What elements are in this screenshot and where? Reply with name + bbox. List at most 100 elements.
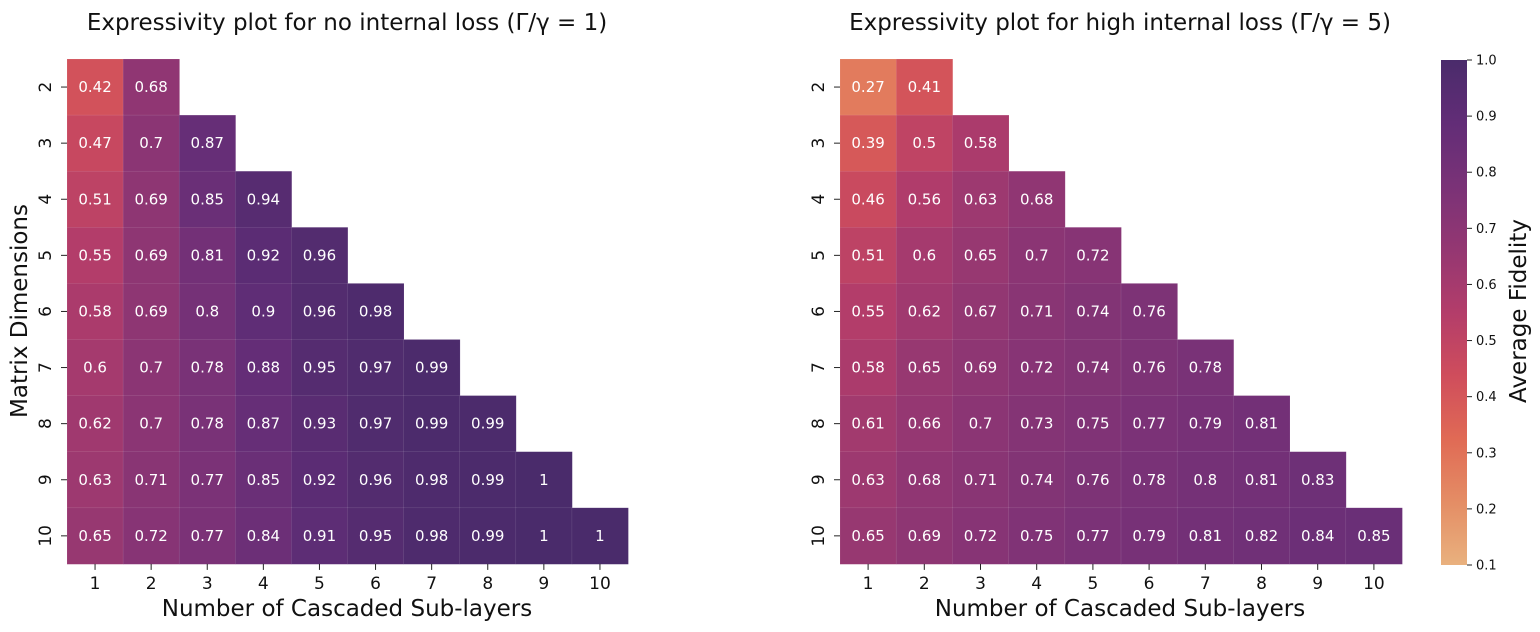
x-axis-label-left: Number of Cascaded Sub-layers [162,596,532,622]
x-tick-label: 10 [589,574,611,594]
cell-value-label: 0.95 [359,527,392,545]
cell-value-label: 0.87 [247,415,280,433]
cell-value-label: 0.65 [851,527,884,545]
cell-value-label: 0.99 [415,415,448,433]
cell-value-label: 0.65 [908,359,941,377]
cell-value-label: 0.96 [303,246,336,264]
cell-value-label: 0.9 [251,302,275,320]
cell-value-label: 0.95 [303,359,336,377]
y-tick-label: 8 [809,418,829,429]
x-tick-label: 1 [90,574,101,594]
cell-value-label: 0.93 [303,415,336,433]
cell-value-label: 0.69 [134,302,167,320]
cell-value-label: 0.8 [1193,471,1217,489]
x-tick-label: 8 [482,574,493,594]
cell-value-label: 0.74 [1076,359,1109,377]
cell-value-label: 0.97 [359,359,392,377]
cell-value-label: 0.98 [415,471,448,489]
heatmap-cell-right-r8-c3 [952,395,1010,453]
cell-value-label: 0.85 [247,471,280,489]
colorbar-tick-label: 0.9 [1476,110,1497,125]
cell-value-label: 0.51 [78,190,111,208]
heatmap-cell-left-r5-c1 [66,227,124,285]
cell-value-label: 0.61 [851,415,884,433]
y-axis-label: Matrix Dimensions [7,204,33,418]
cell-value-label: 0.78 [191,359,224,377]
y-tick-label: 5 [36,250,56,261]
colorbar-ticks: 0.1 0.2 0.3 0.4 0.5 0.6 0.7 0.8 0.9 1.0 [1467,54,1497,574]
cell-value-label: 0.72 [1020,359,1053,377]
heatmap-cell-left-r6-c4 [235,283,293,341]
heatmap-cells-right [839,58,1403,565]
cell-value-label: 0.71 [134,471,167,489]
cell-value-label: 0.82 [1245,527,1278,545]
heatmap-cell-left-r10-c10 [571,507,629,565]
heatmap-cell-right-r6-c5 [1064,283,1122,341]
heatmap-cell-left-r6-c5 [291,283,349,341]
y-tick-label: 5 [809,250,829,261]
heatmap-cell-left-r6-c2 [122,283,180,341]
colorbar-tick-label: 0.2 [1476,502,1497,517]
cell-value-label: 0.96 [303,302,336,320]
y-tick-label: 7 [36,362,56,373]
cell-value-label: 0.58 [964,134,997,152]
x-tick-label: 6 [370,574,381,594]
cell-value-label: 0.91 [303,527,336,545]
heatmap-cell-left-r9-c2 [122,451,180,509]
y-tick-label: 2 [809,82,829,93]
y-tick-label: 6 [36,306,56,317]
y-tick-label: 6 [809,306,829,317]
colorbar-tick-label: 0.3 [1476,446,1497,461]
colorbar-gradient [1441,60,1467,565]
x-tick-label: 4 [258,574,269,594]
cell-value-label: 0.6 [83,359,107,377]
colorbar-tick-label: 0.7 [1476,222,1497,237]
heatmap-cell-right-r10-c6 [1120,507,1178,565]
heatmap-cell-right-r9-c8 [1233,451,1291,509]
cell-value-label: 0.51 [851,246,884,264]
cell-value-label: 0.81 [191,246,224,264]
cell-value-label: 0.85 [191,190,224,208]
x-tick-label: 2 [919,574,930,594]
cell-value-label: 0.58 [851,359,884,377]
cell-value-label: 0.55 [851,302,884,320]
heatmap-cell-right-r4-c1 [839,170,897,228]
heatmap-cell-right-r8-c6 [1120,395,1178,453]
heatmap-cell-left-r8-c1 [66,395,124,453]
x-tick-label: 5 [314,574,325,594]
cell-value-label: 0.84 [1301,527,1334,545]
heatmap-cell-right-r9-c1 [839,451,897,509]
cell-value-label: 0.77 [191,471,224,489]
cell-value-label: 0.75 [1076,415,1109,433]
heatmap-cell-left-r6-c1 [66,283,124,341]
cell-value-label: 0.58 [78,302,111,320]
colorbar: 0.1 0.2 0.3 0.4 0.5 0.6 0.7 0.8 0.9 1.0 Average F… [1441,54,1532,574]
y-tick-label: 9 [809,474,829,485]
cell-value-label: 0.7 [139,359,163,377]
cell-value-label: 0.68 [134,78,167,96]
cell-value-label: 0.66 [908,415,941,433]
cell-value-label: 0.63 [964,190,997,208]
cell-value-label: 0.77 [191,527,224,545]
y-axis-ticks-left: 2 3 4 5 6 7 8 9 10 [36,82,67,547]
x-tick-label: 2 [146,574,157,594]
cell-value-label: 0.7 [969,415,993,433]
cell-value-label: 0.68 [908,471,941,489]
heatmap-cell-right-r5-c5 [1064,227,1122,285]
x-axis-label-right: Number of Cascaded Sub-layers [935,596,1305,622]
cell-value-label: 1 [539,471,549,489]
cell-value-label: 0.77 [1076,527,1109,545]
cell-value-label: 1 [539,527,549,545]
colorbar-tick-label: 0.4 [1476,390,1497,405]
heatmap-cell-left-r7-c5 [291,339,349,397]
heatmap-cell-left-r3-c1 [66,114,124,172]
cell-value-label: 0.7 [139,134,163,152]
x-tick-label: 9 [1312,574,1323,594]
cell-value-label: 0.69 [908,527,941,545]
heatmap-cell-left-r4-c1 [66,170,124,228]
heatmap-cell-left-r10-c9 [515,507,573,565]
heatmap-cell-left-r5-c4 [235,227,293,285]
cell-value-label: 0.69 [134,190,167,208]
cell-value-label: 0.6 [912,246,936,264]
chart-title-left: Expressivity plot for no internal loss (… [87,10,607,36]
